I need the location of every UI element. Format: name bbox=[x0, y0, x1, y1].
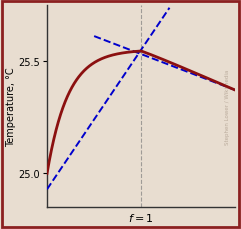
Text: Stephen Lower / Wikimedia: Stephen Lower / Wikimedia bbox=[225, 69, 230, 144]
X-axis label: $f = 1$: $f = 1$ bbox=[128, 212, 154, 224]
Y-axis label: Temperature, °C: Temperature, °C bbox=[6, 67, 16, 146]
